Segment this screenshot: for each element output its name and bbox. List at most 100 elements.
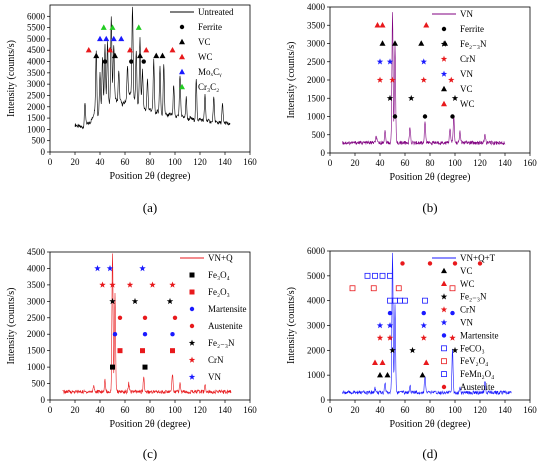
legend-marker-swatch [189, 272, 195, 278]
chart-panel-c: 0 20 40 60 80 100 120 140 160 0 500 1000 1500 2000 250… [6, 247, 257, 461]
panel-label: (a) [143, 200, 157, 215]
legend-label: CrN [208, 355, 224, 365]
legend-marker-swatch [440, 319, 448, 326]
x-tick-label: 60 [401, 158, 411, 168]
y-axis-title: Intensity (counts/s) [286, 287, 297, 364]
y-tick-label: 3000 [307, 39, 326, 49]
x-tick-label: 100 [448, 405, 462, 415]
legend-label: Fe₃O₄ [208, 270, 230, 280]
legend-marker-swatch [179, 68, 185, 75]
phase-marker [422, 114, 428, 119]
phase-marker [427, 261, 433, 266]
phase-marker [129, 59, 134, 64]
phase-marker [140, 348, 145, 354]
phase-marker [131, 297, 139, 305]
phase-marker [448, 76, 455, 83]
legend: VN Ferrite Fe₂₋₃N CrN VN VC WC [432, 9, 487, 109]
x-tick-label: 100 [168, 157, 182, 167]
phase-marker [169, 47, 176, 53]
x-tick-label: 20 [351, 158, 361, 168]
phase-marker [450, 114, 455, 119]
y-tick-label: 1000 [27, 124, 46, 134]
legend-marker-swatch [188, 339, 196, 346]
phase-marker [419, 371, 426, 378]
x-tick-label: 80 [146, 157, 156, 167]
legend-marker-swatch [189, 323, 195, 329]
chart-panel-d: 0 20 40 60 80 100 120 140 160 0 1000 2000 3000 4000 50… [286, 246, 537, 461]
legend-label: Fe₂₋₃N [208, 338, 235, 348]
legend-marker-swatch [189, 289, 195, 295]
phase-marker [423, 359, 430, 365]
y-tick-label: 500 [312, 130, 326, 140]
y-tick-label: 1500 [307, 93, 326, 103]
phase-marker [418, 40, 425, 46]
phase-marker [389, 76, 396, 83]
phase-marker [452, 261, 458, 266]
phase-marker [422, 297, 428, 304]
phase-marker [400, 261, 405, 266]
y-tick-label: 4000 [27, 263, 46, 273]
x-tick-label: 140 [498, 158, 512, 168]
panel-label: (c) [143, 446, 157, 461]
x-tick-label: 160 [523, 158, 537, 168]
x-axis-title: Position 2θ (degree) [110, 171, 191, 182]
legend-label: Cr₃C₂ [198, 82, 219, 92]
x-tick-label: 40 [96, 157, 106, 167]
legend-marker-swatch [441, 345, 447, 352]
phase-marker [379, 272, 386, 279]
legend-marker-swatch [440, 306, 448, 313]
phase-marker [137, 52, 143, 59]
y-tick-label: 4500 [27, 45, 46, 55]
legend-label: Austenite [208, 321, 243, 331]
phase-marker [141, 59, 146, 64]
y-tick-label: 0 [321, 395, 326, 405]
phase-marker [387, 310, 393, 316]
legend-marker-swatch [441, 280, 447, 286]
phase-marker [408, 94, 415, 101]
phase-marker [420, 334, 427, 341]
legend-label: Fe₂₋₃N [460, 292, 487, 302]
phase-marker [386, 94, 394, 101]
y-tick-label: 5000 [307, 271, 326, 281]
phase-marker [477, 261, 483, 266]
chart-panel-b: 0 20 40 60 80 100 120 140 160 0 500 1000 1500 2000 250… [286, 2, 537, 215]
x-tick-label: 40 [376, 158, 386, 168]
plot-frame [329, 6, 531, 154]
x-tick-label: 160 [523, 405, 537, 415]
phase-marker [409, 346, 416, 354]
legend-label: VN [208, 372, 221, 382]
phase-marker [112, 332, 118, 337]
legend-label: VN [460, 69, 473, 79]
phase-marker [103, 35, 110, 42]
x-tick-label: 60 [121, 405, 131, 415]
phase-marker [395, 285, 402, 292]
phase-marker [109, 281, 116, 288]
y-tick-label: 0 [41, 395, 46, 405]
phase-marker [421, 310, 426, 316]
legend-marker-swatch [188, 356, 196, 363]
x-tick-label: 100 [448, 158, 462, 168]
legend-label: FeCO₃ [460, 343, 485, 353]
y-tick-label: 1000 [307, 112, 326, 122]
phase-marker [420, 76, 427, 83]
phase-marker [110, 364, 115, 370]
phase-marker [376, 58, 384, 65]
legend-marker-swatch [441, 85, 447, 92]
phase-marker [402, 297, 408, 304]
phase-marker [379, 40, 386, 46]
x-tick-label: 60 [401, 405, 411, 415]
legend-label: WC [198, 52, 213, 62]
phase-marker [377, 371, 383, 378]
y-tick-label: 2500 [27, 313, 46, 323]
phase-marker [364, 272, 371, 279]
y-tick-label: 3000 [27, 79, 46, 89]
x-axis-title: Position 2θ (degree) [110, 419, 191, 430]
panel-label: (b) [422, 200, 437, 215]
y-tick-label: 2000 [27, 102, 46, 112]
phase-marker [397, 297, 403, 304]
x-tick-label: 60 [121, 157, 131, 167]
x-tick-label: 0 [48, 405, 53, 415]
phase-marker [159, 52, 166, 59]
y-tick-label: 2500 [27, 90, 46, 100]
x-tick-label: 20 [351, 405, 361, 415]
